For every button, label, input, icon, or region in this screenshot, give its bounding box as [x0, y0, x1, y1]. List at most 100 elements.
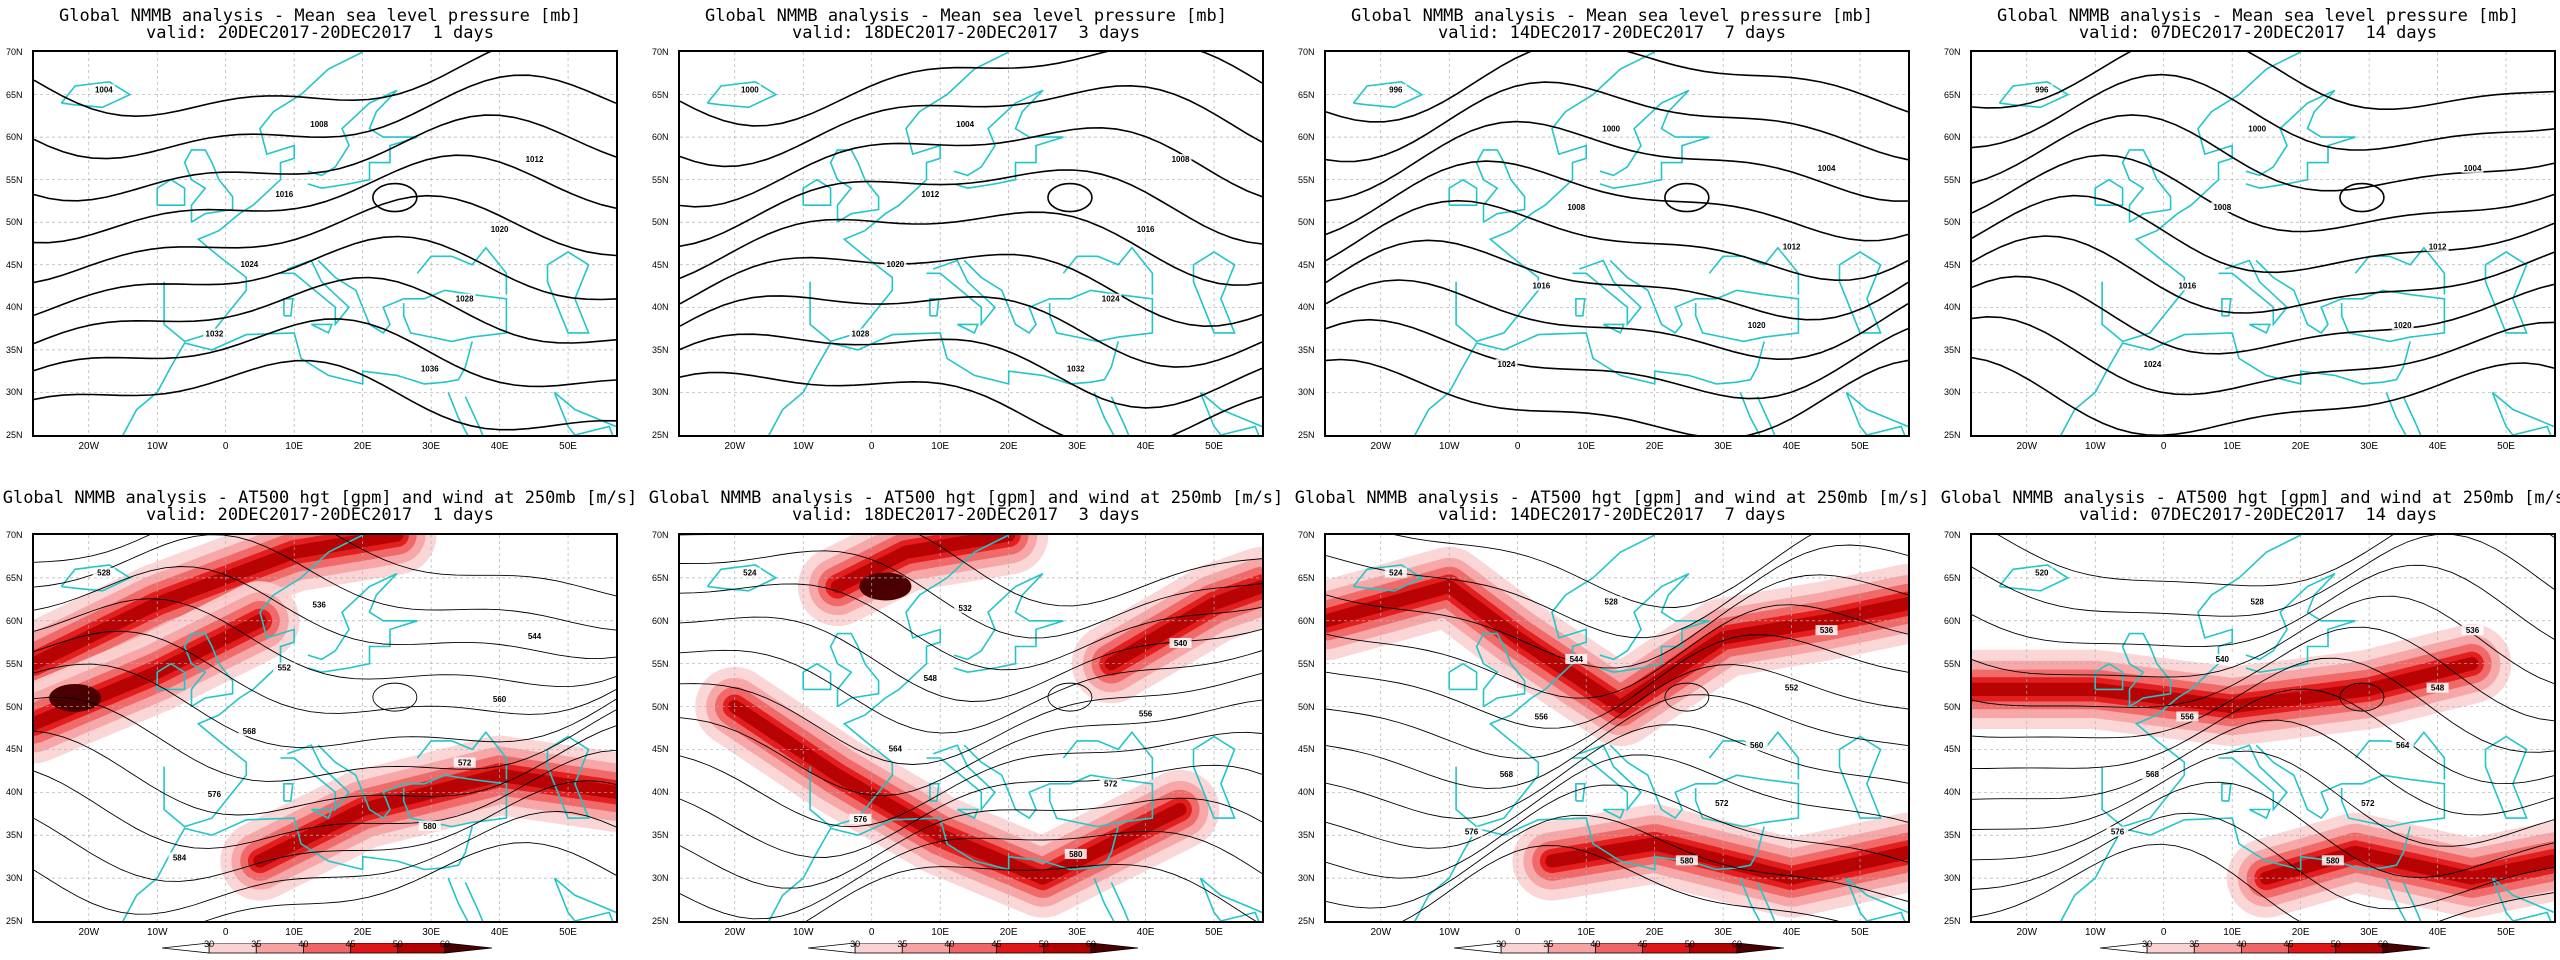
- longitude-label: 10E: [285, 441, 304, 452]
- coastline: [283, 298, 294, 317]
- isobar-line: [1326, 279, 1908, 361]
- height-contour-line: [204, 842, 616, 921]
- coastline: [1599, 89, 1710, 190]
- contour-label: 528: [97, 569, 111, 578]
- height-contour-line: [34, 630, 616, 715]
- contour-label-bg: [203, 328, 226, 339]
- colorbar-label: 40: [2236, 939, 2247, 949]
- latitude-label: 60N: [6, 132, 23, 143]
- longitude-label: 10E: [2223, 441, 2242, 452]
- height-contour-line: [1326, 544, 1908, 639]
- height-contour-line: [34, 810, 616, 915]
- colorbar-label: 45: [345, 939, 356, 949]
- longitude-label: 20E: [1645, 441, 1664, 452]
- coastline: [706, 80, 778, 109]
- height-contour-line: [1402, 845, 1840, 921]
- height-contour-line: [1972, 781, 2554, 879]
- latitude-label: 70N: [6, 47, 23, 57]
- coastline: [280, 744, 351, 812]
- latitude-label: 45N: [1298, 744, 1315, 755]
- panel-z500-1day: Global NMMB analysis - AT500 hgt [gpm] a…: [0, 480, 640, 960]
- closed-contour: [2339, 182, 2385, 213]
- contour-label-bg: [273, 188, 296, 199]
- contour-label: 1008: [1567, 203, 1585, 212]
- colorbar: [807, 942, 1148, 960]
- coastline: [1739, 392, 1761, 435]
- isobar-line: [34, 276, 616, 345]
- contour-label-bg: [919, 188, 942, 199]
- longitude-label: 0: [868, 927, 875, 938]
- coastline: [829, 149, 880, 223]
- colorbar-swatch: [1736, 942, 1785, 954]
- contour-label: 1008: [2213, 203, 2231, 212]
- coastline: [1475, 632, 1526, 708]
- longitude-label: 10W: [2084, 441, 2106, 452]
- coastline: [2060, 332, 2411, 435]
- contour-label-bg: [1745, 740, 1768, 751]
- latitude-label: 30N: [1298, 387, 1315, 398]
- isobar-line: [34, 154, 616, 244]
- latitude-label: 70N: [652, 47, 669, 57]
- latitude-label: 50N: [652, 701, 669, 712]
- coastline: [2101, 535, 2302, 828]
- height-contour-line: [1326, 724, 1908, 819]
- contour-label: 1032: [1067, 364, 1085, 373]
- panel-subtitle: valid: 20DEC2017-20DEC2017 1 days: [146, 23, 494, 43]
- panel-subtitle: valid: 07DEC2017-20DEC2017 14 days: [2078, 505, 2438, 525]
- longitude-label: 50E: [1205, 927, 1223, 938]
- contour-label: 556: [1139, 709, 1153, 718]
- coastline: [1599, 572, 1710, 674]
- map-canvas: 524 528 536 544 552 556 560 568 572 576 580: [1326, 535, 1908, 921]
- z500-map: 528 536 544 552 560 568 572 576 580 584: [32, 533, 618, 923]
- colorbar-label: 60: [439, 939, 450, 949]
- coastline: [283, 783, 294, 802]
- contour-label: 996: [2035, 85, 2049, 94]
- contour-label: 1016: [1137, 225, 1155, 234]
- height-contour-line: [680, 672, 1262, 765]
- latitude-label: 60N: [1944, 132, 1961, 143]
- longitude-label: 40E: [2428, 927, 2447, 938]
- contour-label: 528: [1605, 597, 1619, 606]
- contour-label-bg: [884, 743, 907, 754]
- height-contour-line: [680, 535, 1262, 607]
- height-contour-line: [1997, 535, 2554, 587]
- contour-label: 560: [493, 695, 507, 704]
- mslp-map: 996 1000 1004 1008 1012 1016 1020 1024: [1324, 50, 1910, 437]
- isobar-line: [1326, 81, 1908, 163]
- latitude-label: 60N: [6, 615, 23, 626]
- isobar-line: [34, 194, 616, 284]
- coastline: [953, 89, 1064, 190]
- longitude-label: 20W: [2016, 927, 2038, 938]
- isobar-line: [1972, 73, 2554, 151]
- coastline: [1093, 877, 1115, 921]
- height-contour-line: [1326, 754, 1908, 849]
- coastline: [416, 731, 508, 780]
- height-contour-line: [1326, 784, 1908, 879]
- contour-label-bg: [2141, 769, 2164, 780]
- latitude-label: 30N: [1298, 873, 1315, 884]
- coastline: [1199, 877, 1260, 921]
- latitude-label: 65N: [652, 89, 669, 100]
- contour-label-bg: [1495, 769, 1518, 780]
- latitude-label: 35N: [1298, 830, 1315, 841]
- latitude-label: 30N: [1944, 387, 1961, 398]
- coastline: [2385, 877, 2407, 921]
- latitude-label: 25N: [1298, 430, 1315, 440]
- coastline: [280, 259, 351, 327]
- latitude-label: 40N: [652, 302, 669, 313]
- coastline: [317, 259, 508, 343]
- longitude-label: 50E: [1205, 441, 1223, 452]
- latitude-label: 40N: [6, 302, 23, 313]
- longitude-label: 40E: [1782, 441, 1801, 452]
- contour-label-bg: [1530, 280, 1553, 291]
- contour-label: 572: [458, 759, 472, 768]
- colorbar-label: 40: [298, 939, 309, 949]
- contour-label-bg: [238, 258, 261, 269]
- colorbar-label: 45: [1637, 939, 1648, 949]
- longitude-label: 30E: [1714, 927, 1733, 938]
- isobar-line: [680, 211, 1262, 286]
- latitude-label: 50N: [1944, 217, 1961, 228]
- contour-label: 1024: [240, 260, 258, 269]
- contour-label: 568: [2146, 770, 2160, 779]
- contour-label: 1020: [2394, 321, 2412, 330]
